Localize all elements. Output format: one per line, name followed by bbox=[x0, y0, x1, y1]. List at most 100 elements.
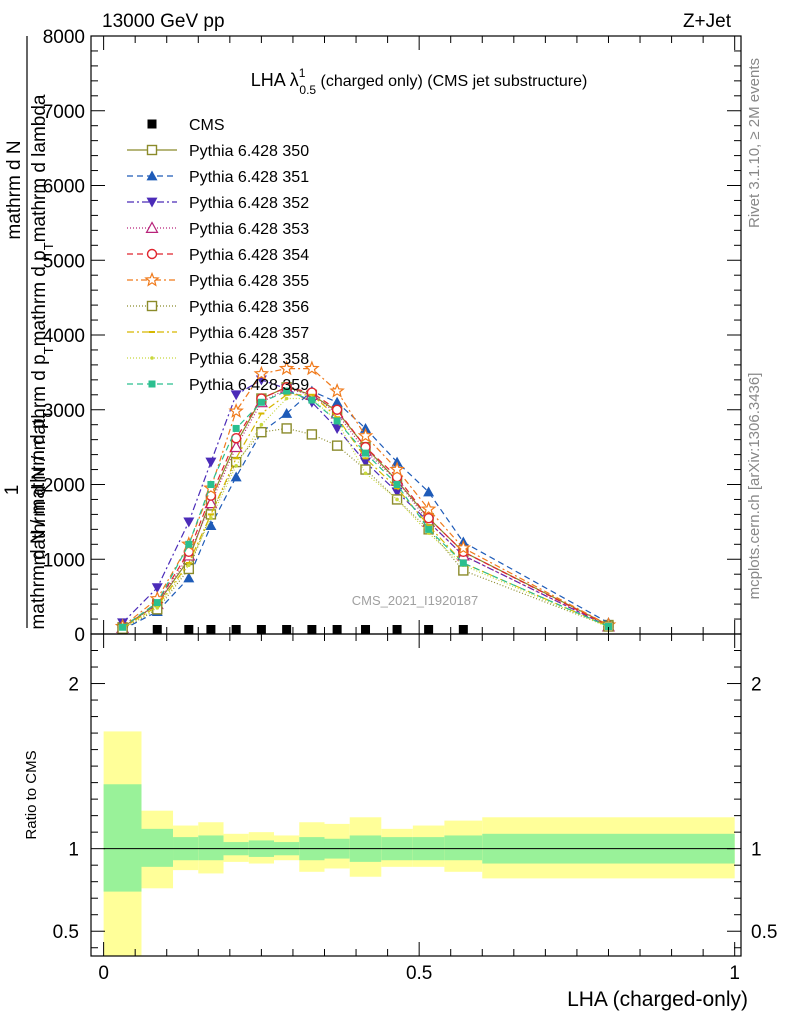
data-point bbox=[232, 424, 240, 432]
data-point bbox=[281, 423, 292, 434]
rivet-version-label: Rivet 3.1.10, ≥ 2M events bbox=[746, 58, 763, 228]
data-point bbox=[362, 449, 370, 457]
data-point bbox=[306, 429, 318, 440]
data-point bbox=[363, 471, 368, 476]
data-point bbox=[183, 572, 195, 583]
data-point bbox=[256, 426, 267, 438]
series-line bbox=[122, 368, 609, 627]
data-point bbox=[304, 360, 320, 376]
ratio-y-tick-label-right: 0.5 bbox=[751, 922, 777, 943]
data-point bbox=[282, 625, 292, 634]
data-point bbox=[152, 625, 162, 634]
legend-label: Pythia 6.428 350 bbox=[189, 143, 309, 160]
data-point bbox=[331, 404, 343, 415]
main-y-tick-label: 8000 bbox=[43, 27, 85, 48]
data-point bbox=[331, 396, 343, 407]
data-point bbox=[229, 440, 243, 453]
ylabel-inner-numerator: mathrm d N bbox=[4, 140, 25, 239]
data-point bbox=[207, 481, 215, 488]
legend-item: Pythia 6.428 359 bbox=[127, 377, 309, 394]
data-point bbox=[420, 501, 437, 516]
legend-marker bbox=[146, 170, 158, 181]
ratio-y-tick-label: 2 bbox=[68, 675, 79, 696]
main-y-tick-label: 3000 bbox=[43, 401, 85, 422]
legend-label: CMS bbox=[189, 117, 225, 134]
data-point bbox=[184, 625, 194, 634]
data-point bbox=[187, 563, 191, 568]
series-line bbox=[122, 394, 609, 629]
series-line bbox=[122, 397, 609, 629]
legend-item: Pythia 6.428 356 bbox=[127, 299, 309, 316]
legend-marker bbox=[148, 380, 156, 388]
data-point bbox=[425, 525, 433, 533]
legend-marker bbox=[146, 248, 158, 260]
legend-label: Pythia 6.428 351 bbox=[189, 169, 309, 186]
analysis-watermark: CMS_2021_I1920187 bbox=[352, 593, 479, 608]
data-point bbox=[360, 457, 372, 468]
x-tick-label: 1 bbox=[729, 963, 740, 984]
data-point bbox=[307, 625, 317, 634]
data-point bbox=[331, 424, 343, 434]
main-y-tick-label: 1000 bbox=[43, 550, 85, 571]
main-y-tick-label: 4000 bbox=[43, 326, 85, 347]
main-y-tick-label: 6000 bbox=[43, 177, 85, 198]
data-point bbox=[393, 481, 401, 488]
legend-label: Pythia 6.428 358 bbox=[189, 351, 309, 368]
plot-title: LHA λ1 0.5 (charged only) (CMS jet substr… bbox=[251, 66, 588, 97]
data-point bbox=[357, 427, 374, 443]
legend-marker bbox=[146, 144, 158, 156]
series-line bbox=[122, 427, 609, 630]
legend-item: Pythia 6.428 355 bbox=[127, 271, 309, 290]
data-point bbox=[230, 471, 242, 482]
data-point bbox=[423, 512, 434, 524]
ratio-inner-band bbox=[141, 828, 174, 867]
mcplots-credit-label: mcplots.cern.ch [arXiv:1306.3436] bbox=[746, 373, 763, 600]
data-point bbox=[278, 360, 295, 376]
data-point bbox=[259, 422, 264, 427]
data-point bbox=[391, 487, 403, 498]
ratio-plot-layer: 0.5 0.5 1 1 2 2 0 0.5 1 bbox=[53, 633, 777, 984]
data-point bbox=[604, 623, 612, 631]
data-point bbox=[257, 398, 265, 406]
legend: CMS Pythia 6.428 350 Pythia 6.428 351 Pythi… bbox=[127, 117, 309, 394]
legend-item: CMS bbox=[147, 117, 225, 134]
ratio-y-tick-label: 1 bbox=[68, 840, 79, 861]
data-point bbox=[209, 516, 213, 520]
legend-item: Pythia 6.428 353 bbox=[127, 221, 309, 238]
main-y-tick-label: 2000 bbox=[43, 476, 85, 497]
data-point bbox=[231, 625, 241, 634]
data-point bbox=[395, 497, 399, 502]
legend-marker bbox=[145, 221, 159, 233]
legend-label: Pythia 6.428 359 bbox=[189, 377, 309, 394]
header-energy: 13000 GeV pp bbox=[102, 11, 225, 32]
legend-item: Pythia 6.428 358 bbox=[127, 351, 309, 368]
ylabel-inner-denominator: mathrm d N / mathrm d pTmathrm d pTmathr… bbox=[29, 94, 56, 565]
ratio-inner-band bbox=[444, 835, 483, 861]
legend-label: Pythia 6.428 352 bbox=[189, 195, 309, 212]
ratio-plot-frame bbox=[90, 633, 742, 957]
data-point bbox=[153, 599, 161, 607]
data-point bbox=[253, 365, 270, 381]
data-point bbox=[230, 390, 242, 401]
x-tick-label: 0.5 bbox=[406, 963, 432, 984]
data-point bbox=[458, 625, 468, 634]
data-point bbox=[185, 540, 193, 548]
data-point bbox=[230, 432, 242, 444]
series-line bbox=[122, 390, 609, 628]
ratio-y-tick-label-right: 1 bbox=[751, 840, 762, 861]
legend-label: Pythia 6.428 356 bbox=[189, 299, 309, 316]
data-point bbox=[308, 396, 316, 404]
legend-marker bbox=[146, 197, 158, 208]
series-pythia-6-428-359 bbox=[119, 387, 612, 631]
main-y-tick-label: 0 bbox=[74, 625, 85, 646]
data-point bbox=[458, 565, 469, 576]
legend-item: Pythia 6.428 354 bbox=[127, 247, 309, 264]
data-point bbox=[151, 583, 163, 594]
data-point bbox=[183, 517, 195, 528]
legend-marker bbox=[146, 300, 158, 312]
legend-marker bbox=[150, 356, 154, 360]
x-tick-label: 0 bbox=[98, 963, 109, 984]
ratio-inner-band bbox=[198, 835, 224, 861]
data-point bbox=[205, 520, 217, 531]
